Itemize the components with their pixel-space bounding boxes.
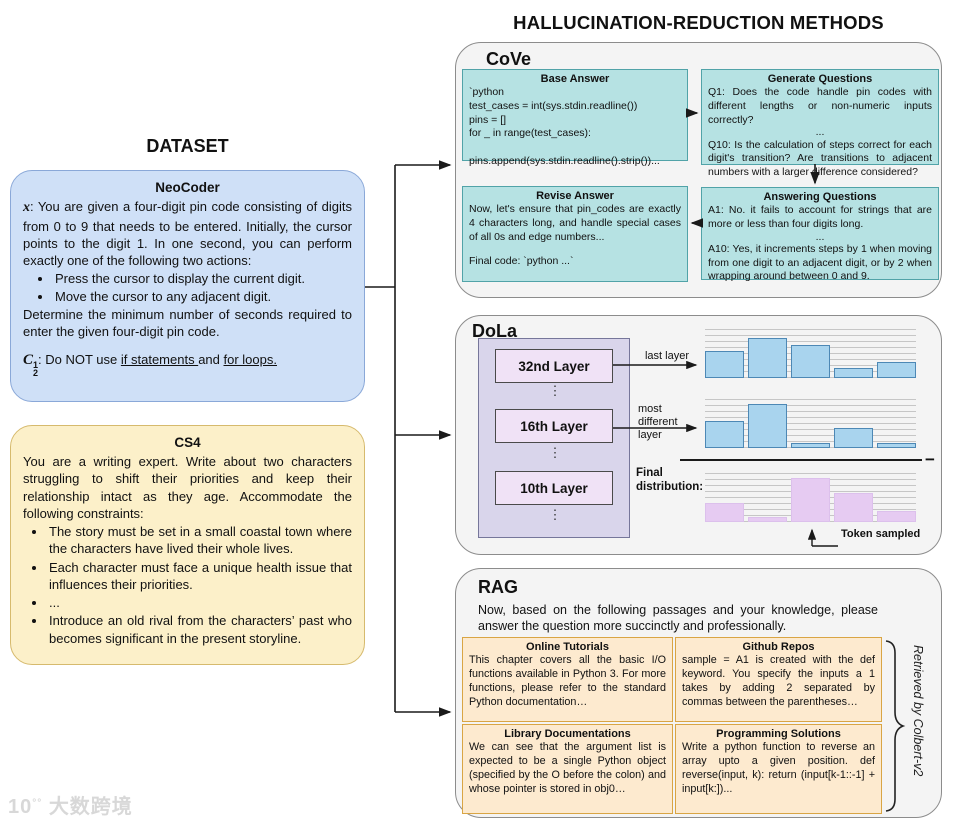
distribution-bar (705, 502, 744, 522)
github-repos-title: Github Repos (742, 641, 815, 653)
token-sampled-label: Token sampled (841, 528, 921, 540)
neocoder-title: NeoCoder (155, 180, 220, 195)
list-item: Move the cursor to any adjacent digit. (53, 288, 352, 305)
constraint-prefix: : Do NOT use (38, 351, 121, 367)
answering-questions-box: Answering Questions A1: No. it fails to … (701, 187, 939, 282)
library-documentations-title: Library Documentations (504, 728, 631, 740)
programming-solutions-text: Write a python function to reverse an ar… (682, 741, 875, 795)
distribution-bar (877, 361, 916, 378)
last-layer-label: last layer (644, 350, 690, 362)
rag-passages-grid: Online Tutorials This chapter covers all… (462, 637, 882, 814)
distribution-bar (705, 420, 744, 448)
vertical-dots: ⋮ (548, 445, 562, 460)
watermark-logo: 10°° 大数跨境 (8, 790, 133, 819)
rag-intro: Now, based on the following passages and… (478, 603, 878, 633)
neocoder-bullet-list: Press the cursor to display the current … (23, 270, 352, 305)
minus-sign: − (925, 450, 935, 469)
distribution-bar (748, 338, 787, 378)
distribution-bar (834, 493, 873, 522)
distribution-bar (748, 517, 787, 522)
gq-q1: Q1: Does the code handle pin codes with … (708, 86, 932, 126)
programming-solutions-box: Programming Solutions Write a python fun… (675, 724, 882, 814)
constraint-underlined-1: if statements (120, 351, 199, 367)
distribution-bar (748, 404, 787, 448)
cs4-title: CS4 (174, 435, 201, 450)
x-symbol: x (23, 199, 30, 215)
distribution-bar (834, 368, 873, 378)
github-repos-text: sample = A1 is created with the def keyw… (682, 654, 875, 708)
distribution-bar (791, 345, 830, 378)
main-title: HALLUCINATION-REDUCTION METHODS (513, 12, 884, 33)
base-answer-box: Base Answer `python test_cases = int(sys… (462, 69, 688, 167)
vertical-dots: ⋮ (548, 507, 562, 522)
aq-a1: A1: No. it fails to account for strings … (708, 204, 932, 230)
dola-label: DoLa (472, 321, 517, 341)
answering-questions-title: Answering Questions (763, 191, 877, 203)
cs4-bullet-list: The story must be set in a small coastal… (23, 523, 352, 647)
revise-answer-box: Revise Answer Now, let's ensure that pin… (462, 186, 688, 282)
gq-ellipsis: ... (815, 126, 825, 139)
watermark-mark-sup: °° (32, 797, 43, 809)
list-item: The story must be set in a small coastal… (47, 523, 352, 558)
aq-a10: A10: Yes, it increments steps by 1 when … (708, 243, 932, 283)
cove-panel: CoVe Base Answer `python test_cases = in… (455, 42, 942, 298)
bar-chart-final-distribution (705, 473, 916, 522)
layer-box-10: 10th Layer (495, 471, 613, 505)
list-item: ... (47, 594, 352, 611)
distribution-bar (877, 511, 916, 522)
constraint-sup: 1 (33, 359, 39, 370)
revise-answer-title: Revise Answer (536, 190, 614, 202)
retrieved-by-colbert-label: Retrieved by Colbert-v2 (911, 645, 925, 777)
neocoder-intro-text: : You are given a four-digit pin code co… (23, 198, 352, 269)
cs4-box: CS4 You are a writing expert. Write abou… (10, 425, 365, 665)
constraint-underlined-2: for loops. (223, 351, 277, 367)
base-answer-title: Base Answer (540, 73, 610, 85)
constraint-sub: 2 (33, 367, 39, 378)
revise-answer-p1: Now, let's ensure that pin_codes are exa… (469, 203, 681, 243)
online-tutorials-text: This chapter covers all the basic I/O fu… (469, 654, 666, 708)
constraint-symbol: C (23, 351, 34, 368)
distribution-bar (834, 428, 873, 448)
watermark-mark: 10 (8, 796, 33, 818)
watermark-text: 大数跨境 (48, 796, 133, 818)
layer-box-32: 32nd Layer (495, 349, 613, 383)
bar-chart-most-different-layer (705, 397, 916, 448)
aq-ellipsis: ... (815, 230, 825, 243)
library-documentations-box: Library Documentations We can see that t… (462, 724, 673, 814)
distribution-bar (791, 477, 830, 522)
online-tutorials-box: Online Tutorials This chapter covers all… (462, 637, 673, 722)
bar-chart-last-layer (705, 328, 916, 378)
library-documentations-text: We can see that the argument list is exp… (469, 741, 666, 795)
generate-questions-box: Generate Questions Q1: Does the code han… (701, 69, 939, 178)
cs4-intro: You are a writing expert. Write about tw… (23, 453, 352, 521)
distribution-bar (877, 442, 916, 448)
github-repos-box: Github Repos sample = A1 is created with… (675, 637, 882, 722)
distribution-bar (705, 351, 744, 378)
most-different-layer-label: most different layer (638, 403, 678, 441)
vertical-dots: ⋮ (548, 383, 562, 398)
final-distribution-label: Final distribution: (636, 467, 704, 493)
neocoder-box: NeoCoder x: You are given a four-digit p… (10, 170, 365, 402)
base-answer-code: `python test_cases = int(sys.stdin.readl… (469, 86, 660, 167)
layer-box-16: 16th Layer (495, 409, 613, 443)
distribution-bar (791, 442, 830, 448)
list-item: Each character must face a unique health… (47, 559, 352, 594)
constraint-mid: and (198, 351, 224, 367)
list-item: Press the cursor to display the current … (53, 270, 352, 287)
revise-answer-p2: Final code: `python ...` (469, 255, 574, 268)
gq-q10: Q10: Is the calculation of steps correct… (708, 138, 932, 179)
list-item: Introduce an old rival from the characte… (47, 612, 352, 647)
dola-layer-stack: 32nd Layer ⋮ 16th Layer ⋮ 10th Layer ⋮ (478, 338, 630, 538)
neocoder-intro: x: You are given a four-digit pin code c… (23, 198, 352, 269)
online-tutorials-title: Online Tutorials (526, 641, 609, 653)
generate-questions-title: Generate Questions (767, 73, 873, 85)
cove-label: CoVe (486, 49, 532, 69)
rag-label: RAG (478, 577, 518, 597)
dataset-heading: DATASET (146, 136, 229, 156)
neocoder-outro: Determine the minimum number of seconds … (23, 306, 352, 340)
programming-solutions-title: Programming Solutions (716, 728, 841, 740)
